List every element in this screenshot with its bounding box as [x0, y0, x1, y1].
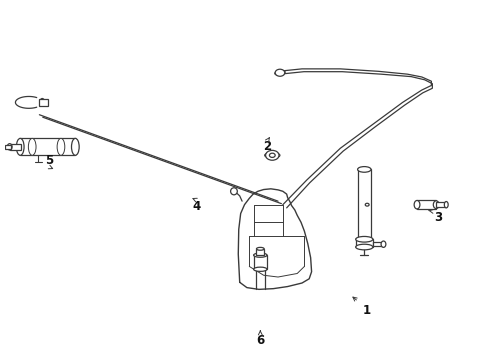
Ellipse shape: [71, 138, 79, 155]
Text: 6: 6: [256, 334, 264, 347]
Bar: [20, 138, 75, 155]
Ellipse shape: [413, 201, 419, 209]
Ellipse shape: [432, 201, 438, 208]
Ellipse shape: [355, 237, 372, 242]
Ellipse shape: [253, 267, 266, 271]
Ellipse shape: [253, 253, 266, 257]
Ellipse shape: [256, 247, 264, 250]
Ellipse shape: [7, 144, 12, 150]
Ellipse shape: [264, 153, 280, 158]
Bar: [40, 99, 48, 106]
Ellipse shape: [444, 202, 447, 208]
Ellipse shape: [274, 71, 285, 75]
Ellipse shape: [230, 188, 237, 195]
Bar: [357, 170, 370, 240]
Bar: [416, 201, 435, 209]
Circle shape: [365, 203, 368, 206]
Bar: [355, 239, 372, 247]
Bar: [253, 255, 266, 269]
Ellipse shape: [380, 241, 385, 247]
Ellipse shape: [17, 138, 24, 155]
Bar: [372, 242, 383, 246]
Bar: [256, 249, 264, 255]
Text: 5: 5: [45, 154, 53, 167]
Circle shape: [269, 153, 275, 157]
Ellipse shape: [40, 99, 44, 106]
Ellipse shape: [357, 167, 370, 172]
Ellipse shape: [57, 138, 65, 155]
Bar: [5, 145, 11, 149]
Bar: [10, 144, 21, 150]
Text: 1: 1: [362, 304, 370, 317]
Text: 2: 2: [263, 140, 271, 153]
Ellipse shape: [28, 138, 36, 155]
Text: 4: 4: [192, 200, 200, 213]
Ellipse shape: [355, 244, 372, 250]
Circle shape: [265, 150, 279, 160]
Bar: [435, 202, 446, 207]
Circle shape: [275, 69, 284, 76]
Text: 3: 3: [434, 211, 442, 224]
Ellipse shape: [357, 237, 370, 243]
